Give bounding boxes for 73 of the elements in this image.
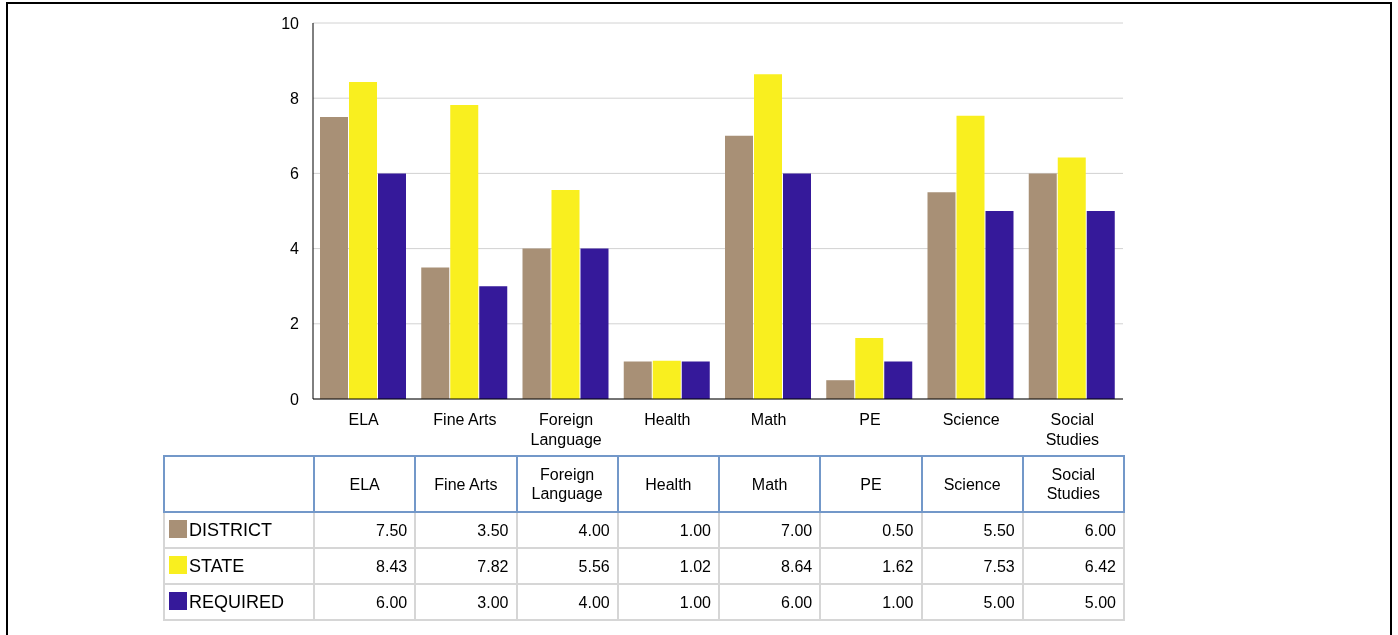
bar [479,286,508,399]
data-label: 5.50 [921,512,1023,548]
bar [450,104,479,399]
bar [1086,211,1115,399]
bar [681,361,710,399]
x-tick-label: Social Studies [1045,411,1100,448]
bar [623,361,652,399]
data-label: 4.00 [516,584,618,620]
bar [652,360,681,399]
category-label: Fine Arts [434,475,498,493]
x-tick-label: Fine Arts [433,411,497,428]
bar [927,192,956,399]
bar [985,211,1014,399]
bar [884,361,913,399]
bar [378,173,406,399]
data-label: 5.00 [921,584,1023,620]
y-tick-label: 2 [290,315,300,333]
data-label: 3.50 [415,512,517,548]
legend-label: REQUIRED [164,584,314,620]
data-label: 6.42 [1022,548,1124,584]
data-label: 5.56 [516,548,618,584]
data-label: 1.62 [820,548,922,584]
bar [522,248,551,399]
data-label: 3.00 [415,584,517,620]
data-label: 5.00 [1022,584,1124,620]
category-label: ELA [349,475,380,493]
data-label: 4.00 [516,512,618,548]
data-label: 1.00 [820,584,922,620]
data-label: 0.50 [820,512,922,548]
legend-label: DISTRICT [164,512,314,548]
data-label: 1.00 [617,512,719,548]
bar [826,380,855,399]
data-label: 6.00 [314,584,416,620]
x-tick-label: ELA [348,411,380,428]
category-label: PE [860,475,882,493]
y-tick-label: 8 [290,89,300,107]
bar [1028,173,1057,399]
data-label: 7.00 [719,512,821,548]
bar [1057,157,1086,399]
data-label: 7.82 [415,548,517,584]
category-label: Social Studies [1046,466,1101,502]
x-tick-label: PE [859,411,881,428]
bar [349,82,377,399]
y-tick-label: 6 [290,165,300,183]
x-tick-label: Science [942,411,1000,428]
bar [580,248,609,399]
category-label: Health [645,475,692,493]
category-label: Science [943,475,1001,493]
bar [725,135,753,399]
data-label: 8.43 [314,548,416,584]
bar [754,74,782,399]
data-label: 6.00 [1022,512,1124,548]
bar [783,173,811,399]
bar [551,189,580,399]
y-tick-label: 0 [290,390,300,408]
bar [421,267,450,399]
bar [855,338,884,399]
bar [320,117,348,399]
y-tick-label: 10 [281,14,300,32]
category-label: Foreign Language [531,466,603,502]
x-tick-label: Foreign Language [530,411,602,448]
legend-label: STATE [164,548,314,584]
y-tick-label: 4 [290,240,300,258]
data-label: 6.00 [719,584,821,620]
bar [956,115,985,399]
data-label: 1.00 [617,584,719,620]
data-label: 8.64 [719,548,821,584]
data-label: 7.50 [314,512,416,548]
x-tick-label: Health [644,411,691,428]
category-label: Math [751,475,788,493]
data-label: 1.02 [617,548,719,584]
data-label: 7.53 [921,548,1023,584]
x-tick-label: Math [750,411,787,428]
